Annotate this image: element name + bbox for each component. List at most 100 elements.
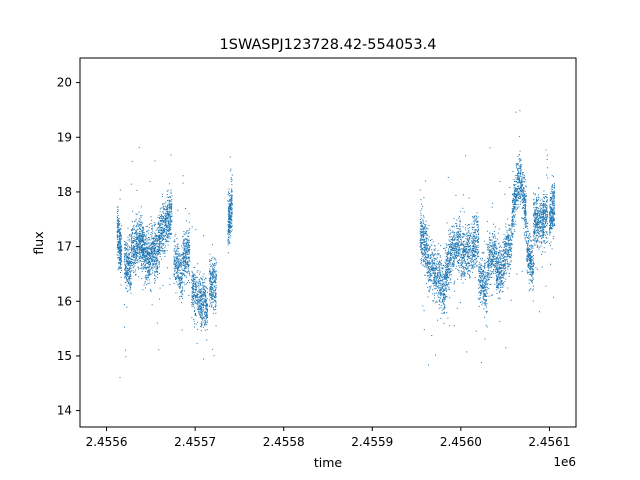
data-point xyxy=(228,218,229,220)
data-point xyxy=(192,295,194,297)
data-point xyxy=(447,263,449,264)
data-point xyxy=(169,225,171,227)
data-point xyxy=(124,244,126,246)
data-point xyxy=(196,303,198,305)
data-point xyxy=(126,306,128,308)
data-point xyxy=(203,358,205,360)
data-point xyxy=(451,226,453,228)
data-point xyxy=(214,286,216,288)
data-point xyxy=(474,259,476,261)
data-point xyxy=(463,251,465,253)
data-point xyxy=(188,259,190,261)
data-point xyxy=(228,211,230,213)
data-point xyxy=(181,255,183,257)
data-point xyxy=(424,252,426,254)
data-point xyxy=(472,271,474,273)
data-point xyxy=(127,239,129,241)
data-point xyxy=(158,249,159,251)
data-point xyxy=(462,257,464,259)
data-point xyxy=(144,247,146,249)
data-point xyxy=(441,309,443,311)
data-point xyxy=(202,318,204,320)
data-point xyxy=(230,208,232,210)
data-point xyxy=(124,246,126,248)
data-point xyxy=(431,268,433,270)
data-point xyxy=(457,252,459,254)
data-point xyxy=(443,295,445,297)
data-point xyxy=(161,238,163,240)
data-point xyxy=(125,265,127,267)
data-point xyxy=(468,262,470,264)
data-point xyxy=(173,263,175,265)
data-point xyxy=(152,248,154,250)
data-point xyxy=(422,259,424,261)
data-point xyxy=(435,257,437,259)
data-point xyxy=(447,176,449,178)
data-point xyxy=(457,233,459,235)
data-point xyxy=(179,262,181,264)
data-point xyxy=(204,329,206,331)
data-point xyxy=(451,249,453,251)
data-point xyxy=(453,261,455,263)
data-point xyxy=(199,312,201,314)
data-point xyxy=(423,227,425,229)
data-point xyxy=(464,240,466,242)
data-point xyxy=(420,225,422,227)
data-point xyxy=(142,251,144,253)
data-point xyxy=(171,233,172,235)
data-point xyxy=(178,279,180,281)
data-point xyxy=(422,227,424,229)
data-point xyxy=(141,258,143,260)
data-point xyxy=(161,223,163,225)
data-point xyxy=(184,248,186,250)
data-point xyxy=(162,231,164,233)
data-point xyxy=(214,262,216,264)
data-point xyxy=(131,270,133,272)
data-point xyxy=(204,316,206,318)
data-point xyxy=(175,271,177,273)
data-point xyxy=(468,236,470,238)
data-point xyxy=(434,264,436,266)
data-point xyxy=(159,239,161,241)
data-point xyxy=(475,259,477,261)
data-point xyxy=(209,261,211,263)
data-point xyxy=(230,177,232,179)
data-point xyxy=(441,285,443,287)
data-point xyxy=(185,251,187,253)
data-point xyxy=(129,274,131,276)
data-point xyxy=(425,255,427,257)
data-point xyxy=(422,242,424,244)
data-point xyxy=(188,221,190,223)
data-point xyxy=(229,203,231,205)
data-point xyxy=(425,224,427,226)
data-point xyxy=(453,225,455,227)
data-point xyxy=(467,251,469,253)
data-point xyxy=(150,289,152,291)
chart-title: 1SWASPJ123728.42-554053.4 xyxy=(220,37,437,53)
data-point xyxy=(127,248,129,250)
data-point xyxy=(200,311,202,313)
data-point xyxy=(121,260,123,262)
data-point xyxy=(228,241,230,243)
data-point xyxy=(195,229,197,231)
data-point xyxy=(442,299,444,301)
data-point xyxy=(463,246,465,248)
data-point xyxy=(227,220,229,222)
data-point xyxy=(187,264,189,266)
data-point xyxy=(164,255,166,257)
data-point xyxy=(124,247,126,249)
data-point xyxy=(231,211,233,213)
data-point xyxy=(426,237,428,239)
data-point xyxy=(120,235,122,237)
data-point xyxy=(449,236,451,238)
data-point xyxy=(131,232,133,233)
data-point xyxy=(133,246,135,248)
data-point xyxy=(142,235,144,237)
data-point xyxy=(456,261,458,263)
data-point xyxy=(230,201,232,203)
data-point xyxy=(167,208,169,210)
data-point xyxy=(120,252,121,254)
data-point xyxy=(169,218,171,220)
data-point xyxy=(421,257,423,259)
data-point xyxy=(199,290,201,292)
